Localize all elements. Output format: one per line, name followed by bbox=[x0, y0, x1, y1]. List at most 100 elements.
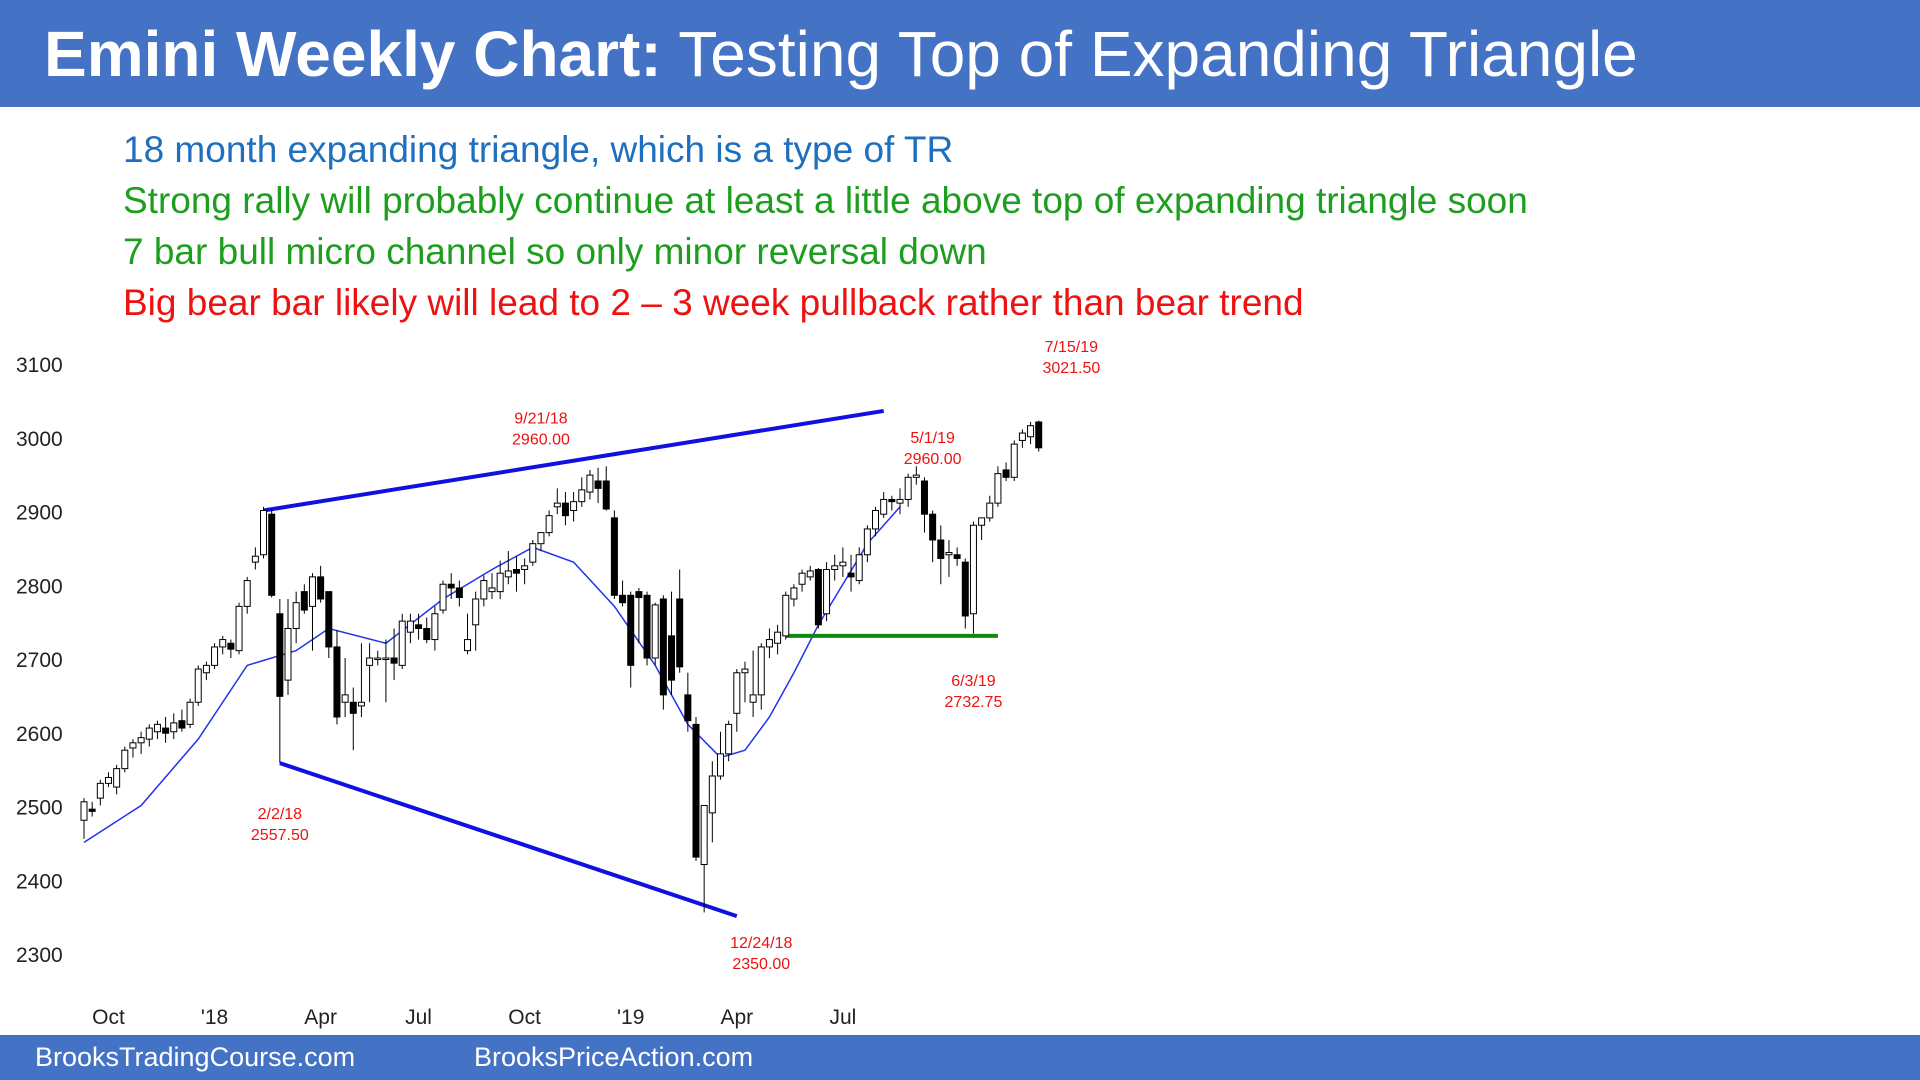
footer-link-right[interactable]: BrooksPriceAction.com bbox=[474, 1042, 754, 1072]
candle-body bbox=[757, 646, 765, 696]
candle-body bbox=[202, 664, 210, 674]
candle-body bbox=[374, 657, 382, 660]
candle-body bbox=[814, 569, 822, 626]
candle-body bbox=[333, 646, 341, 718]
candle bbox=[194, 665, 202, 706]
candle bbox=[357, 643, 365, 717]
annotation-date: 12/24/18 bbox=[730, 935, 792, 952]
candle bbox=[888, 495, 896, 511]
candle-body bbox=[651, 604, 659, 659]
x-tick-label: Apr bbox=[304, 1006, 337, 1029]
note-line-2: Strong rally will probably continue at l… bbox=[123, 180, 1528, 221]
note-line-4: Big bear bar likely will lead to 2 – 3 w… bbox=[123, 282, 1304, 323]
annotation-price: 2350.00 bbox=[732, 956, 790, 973]
candle-body bbox=[1027, 425, 1035, 438]
candle-body bbox=[464, 639, 472, 652]
candle-body bbox=[945, 552, 953, 556]
candle-body bbox=[423, 628, 431, 641]
candle-body bbox=[594, 480, 602, 489]
candle-body bbox=[219, 639, 227, 648]
candle bbox=[488, 573, 496, 599]
candle bbox=[545, 510, 553, 537]
candle-body bbox=[635, 591, 643, 599]
candle bbox=[447, 573, 455, 599]
candle-body bbox=[888, 498, 896, 503]
weekly-candlestick-chart: 2300 2400 2500 2600 2700 2800 2900 3000 3100 Oct… bbox=[16, 339, 1100, 1029]
candle bbox=[855, 547, 863, 585]
candle bbox=[504, 551, 512, 585]
candle bbox=[716, 731, 724, 780]
candle bbox=[570, 492, 578, 522]
x-tick-label: Jul bbox=[829, 1006, 856, 1029]
candle bbox=[260, 506, 268, 559]
candle-body bbox=[145, 727, 153, 740]
candle bbox=[455, 580, 463, 607]
candle-body bbox=[357, 701, 365, 707]
candle bbox=[659, 595, 667, 710]
annotation-date: 7/15/19 bbox=[1045, 339, 1098, 356]
title-bold: Emini Weekly Chart: bbox=[44, 18, 662, 90]
candle-body bbox=[521, 565, 529, 570]
y-tick-label: 3100 bbox=[16, 354, 63, 377]
note-line-3: 7 bar bull micro channel so only minor r… bbox=[123, 231, 987, 272]
candle-body bbox=[496, 572, 504, 593]
y-tick-label: 3000 bbox=[16, 428, 63, 451]
candle-body bbox=[961, 561, 969, 617]
candle bbox=[594, 467, 602, 504]
header-bar bbox=[0, 0, 1920, 107]
candle bbox=[806, 565, 814, 581]
candle-body bbox=[610, 517, 618, 596]
candle-body bbox=[455, 587, 463, 599]
candle bbox=[80, 798, 88, 839]
note-line-1: 18 month expanding triangle, which is a … bbox=[123, 129, 954, 170]
candle bbox=[561, 492, 569, 526]
candle bbox=[602, 466, 610, 511]
annotation-price: 2960.00 bbox=[904, 451, 962, 468]
candle bbox=[790, 584, 798, 607]
candle-body bbox=[839, 561, 847, 567]
candle bbox=[423, 617, 431, 644]
candle-body bbox=[317, 576, 325, 600]
candle bbox=[668, 591, 676, 695]
title-rest: Testing Top of Expanding Triangle bbox=[661, 18, 1638, 90]
x-tick-label: '18 bbox=[201, 1006, 228, 1029]
candle bbox=[219, 635, 227, 655]
candle bbox=[814, 568, 822, 629]
candle bbox=[619, 580, 627, 607]
candle-body bbox=[872, 510, 880, 530]
candle bbox=[586, 469, 594, 500]
candle bbox=[986, 495, 994, 522]
candle bbox=[496, 560, 504, 599]
candle-body bbox=[855, 554, 863, 582]
y-axis: 2300 2400 2500 2600 2700 2800 2900 3000 3100 bbox=[16, 354, 63, 967]
candle bbox=[953, 547, 961, 566]
candle-body bbox=[211, 646, 219, 666]
candle-body bbox=[782, 594, 790, 637]
triangle-lower-line bbox=[279, 761, 738, 919]
candle-body bbox=[545, 515, 553, 534]
candle-body bbox=[300, 591, 308, 611]
candle bbox=[227, 639, 235, 658]
candle-body bbox=[765, 639, 773, 648]
candle bbox=[757, 643, 765, 710]
candle bbox=[839, 547, 847, 577]
candle bbox=[635, 587, 643, 644]
candle bbox=[676, 569, 684, 673]
candle-body bbox=[659, 598, 667, 696]
candle-body bbox=[113, 768, 121, 788]
candle-body bbox=[880, 498, 888, 515]
candle-body bbox=[284, 628, 292, 681]
footer-link-left[interactable]: BrooksTradingCourse.com bbox=[35, 1042, 356, 1072]
candle bbox=[153, 720, 161, 740]
candle-body bbox=[953, 554, 961, 559]
triangle-upper-line bbox=[263, 408, 884, 513]
candle-body bbox=[431, 613, 439, 641]
candle-body bbox=[447, 583, 455, 589]
candle-body bbox=[153, 723, 161, 733]
candle-body bbox=[692, 723, 700, 858]
candle bbox=[137, 731, 145, 754]
candle bbox=[317, 565, 325, 603]
annotation-price: 2960.00 bbox=[512, 432, 570, 449]
candle bbox=[341, 658, 349, 717]
candle-body bbox=[831, 565, 839, 570]
